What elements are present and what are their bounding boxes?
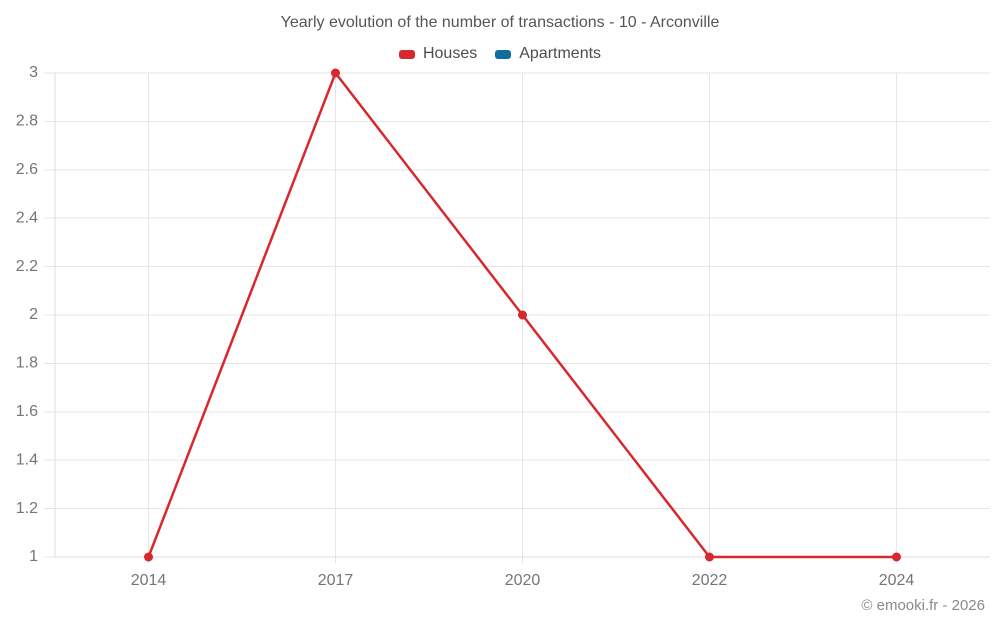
x-tick-label: 2024 xyxy=(879,572,915,589)
data-point-houses-2024[interactable] xyxy=(892,552,901,562)
legend-swatch-houses xyxy=(398,49,415,59)
x-tick-label: 2022 xyxy=(692,572,728,589)
y-tick-label: 2.4 xyxy=(16,209,38,226)
data-point-houses-2017[interactable] xyxy=(331,68,340,78)
x-tick-label: 2014 xyxy=(131,572,167,589)
x-tick-label: 2017 xyxy=(318,572,354,589)
y-tick-label: 1 xyxy=(29,548,38,565)
y-tick-label: 2.2 xyxy=(16,258,38,275)
legend-item-houses[interactable]: Houses xyxy=(398,45,478,63)
legend: Houses Apartments xyxy=(0,45,1000,63)
legend-label-houses: Houses xyxy=(422,45,478,62)
data-point-houses-2022[interactable] xyxy=(705,552,714,562)
y-tick-label: 1.8 xyxy=(16,355,38,372)
chart-title: Yearly evolution of the number of transa… xyxy=(280,14,720,31)
y-tick-label: 1.4 xyxy=(16,451,38,468)
y-tick-label: 3 xyxy=(29,64,38,81)
legend-label-apartments: Apartments xyxy=(519,45,602,62)
y-tick-label: 1.2 xyxy=(16,500,38,517)
y-tick-label: 2.6 xyxy=(16,161,38,178)
copyright: © emooki.fr - 2026 xyxy=(861,597,985,614)
legend-item-apartments[interactable]: Apartments xyxy=(495,45,601,63)
data-point-houses-2014[interactable] xyxy=(144,552,153,562)
x-tick-label: 2020 xyxy=(505,572,541,589)
data-point-houses-2020[interactable] xyxy=(518,310,527,320)
y-tick-label: 1.6 xyxy=(16,403,38,420)
legend-swatch-apartments xyxy=(495,49,512,59)
y-tick-label: 2.8 xyxy=(16,113,38,130)
y-tick-label: 2 xyxy=(29,306,38,323)
